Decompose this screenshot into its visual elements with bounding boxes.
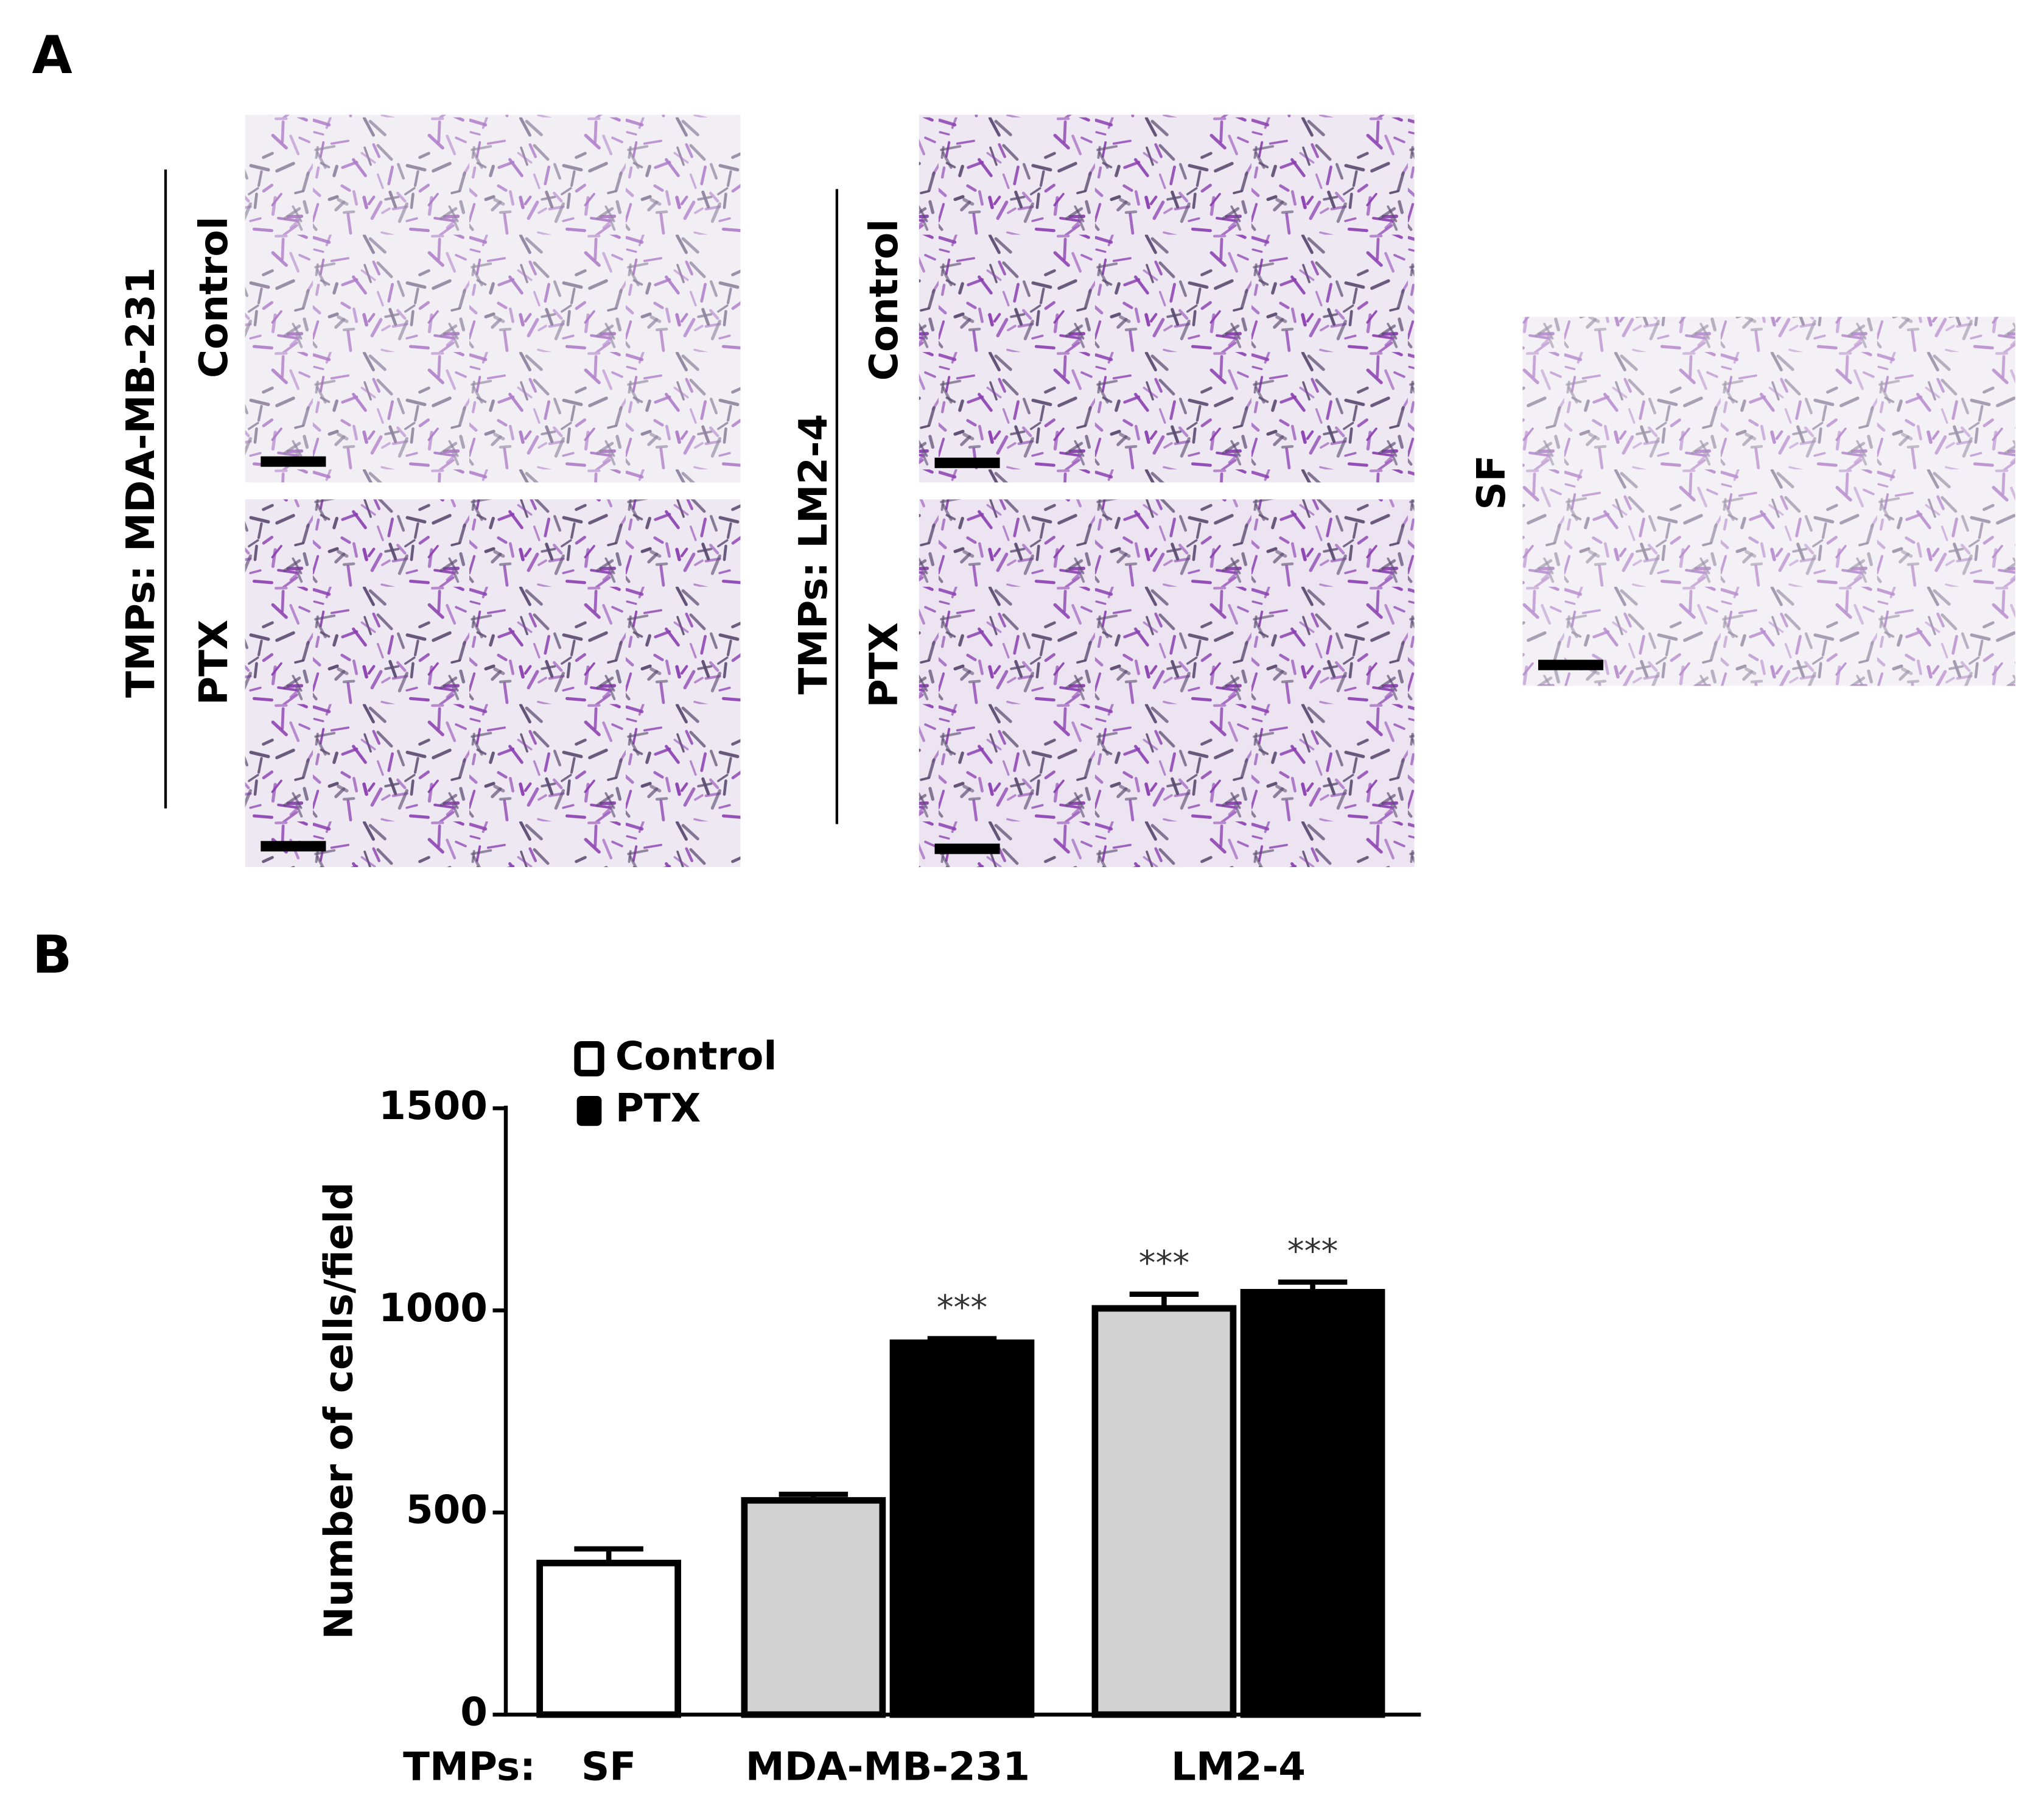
legend-label: PTX bbox=[615, 1086, 701, 1131]
group-label: TMPs: MDA-MB-231 bbox=[118, 267, 164, 698]
bar bbox=[889, 1339, 1035, 1718]
x-tick-label: MDA-MB-231 bbox=[746, 1744, 1030, 1790]
y-tick-label: 500 bbox=[406, 1487, 488, 1533]
x-tick-label: LM2-4 bbox=[1171, 1744, 1306, 1790]
y-axis-label: Number of cells/field bbox=[317, 1182, 362, 1640]
x-tick-label: SF bbox=[581, 1744, 636, 1790]
row-label: SF bbox=[1469, 455, 1514, 510]
panel-label: B bbox=[32, 924, 72, 985]
row-label: PTX bbox=[191, 620, 237, 705]
significance-label: *** bbox=[1139, 1244, 1189, 1283]
significance-label: *** bbox=[937, 1288, 987, 1328]
cells-texture bbox=[245, 114, 741, 483]
legend-swatch bbox=[576, 1095, 602, 1126]
cells-texture bbox=[245, 499, 741, 868]
bar bbox=[1091, 1305, 1237, 1718]
bar bbox=[741, 1497, 886, 1718]
micrographs bbox=[164, 114, 2015, 868]
cells-texture bbox=[919, 114, 1415, 483]
x-axis-label: TMPs: bbox=[403, 1744, 536, 1790]
group-label: TMPs: LM2-4 bbox=[791, 414, 836, 695]
significance-label: *** bbox=[1287, 1232, 1338, 1271]
row-label: Control bbox=[861, 219, 907, 381]
panel-label: A bbox=[32, 25, 72, 86]
bar bbox=[1240, 1289, 1385, 1718]
row-label: Control bbox=[191, 216, 237, 378]
legend-swatch bbox=[574, 1041, 604, 1076]
y-tick-label: 1500 bbox=[379, 1083, 488, 1129]
scale-bars bbox=[261, 456, 1604, 854]
legend-label: Control bbox=[615, 1033, 777, 1079]
y-tick-label: 0 bbox=[460, 1690, 488, 1735]
row-label: PTX bbox=[861, 622, 907, 707]
y-tick-label: 1000 bbox=[379, 1285, 488, 1331]
bar bbox=[536, 1559, 681, 1718]
cells-texture bbox=[1522, 317, 2015, 686]
cells-texture bbox=[919, 499, 1415, 868]
